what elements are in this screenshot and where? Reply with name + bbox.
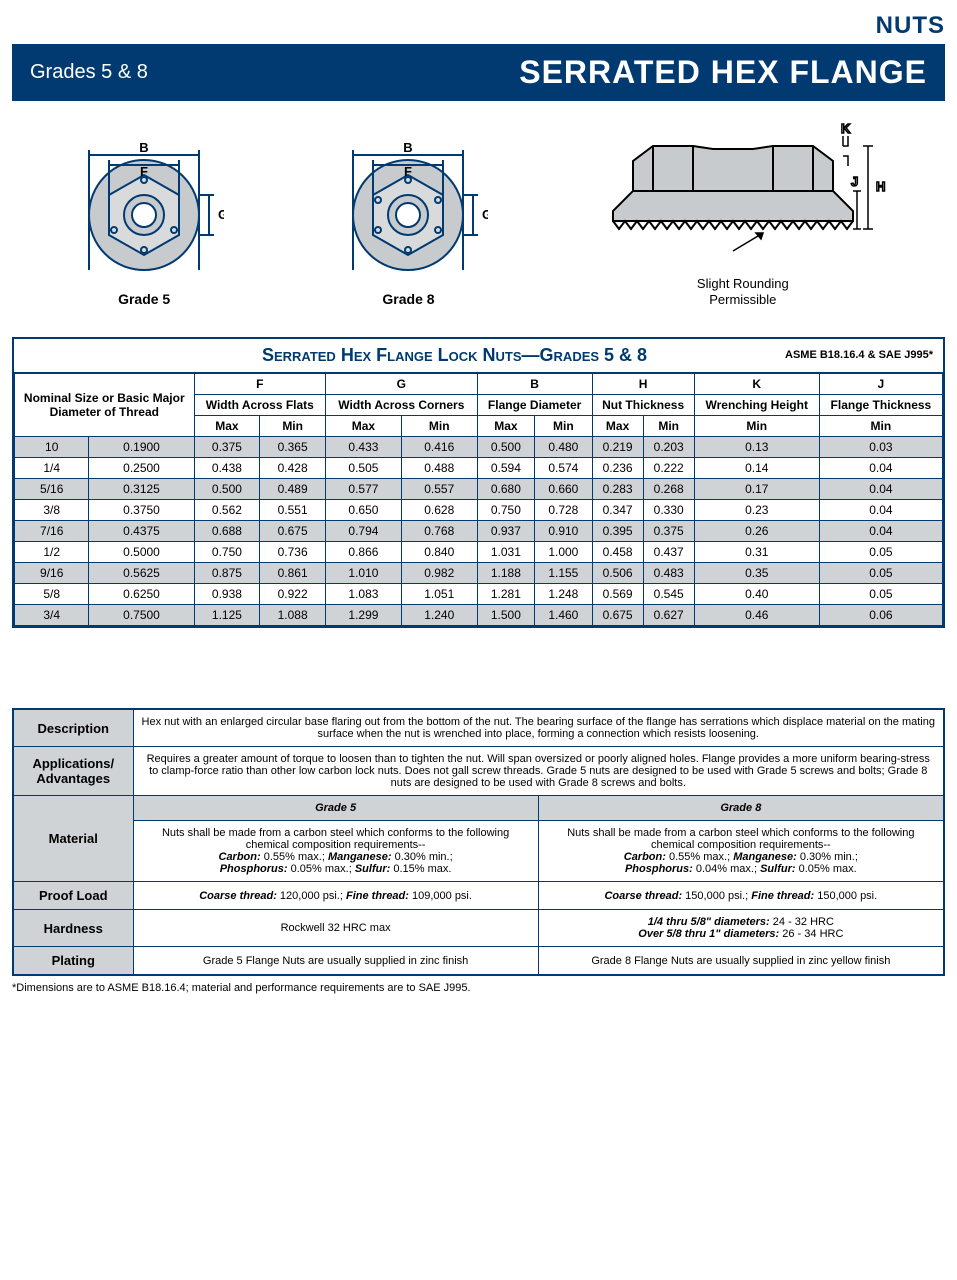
info-hardness-g5: Rockwell 32 HRC max [133, 910, 538, 947]
grades-label: Grades 5 & 8 [30, 61, 148, 84]
info-proof-g5: Coarse thread: 120,000 psi.; Fine thread… [133, 882, 538, 910]
title-bar: Grades 5 & 8 SERRATED HEX FLANGE [12, 44, 945, 101]
table-row: 7/160.43750.6880.6750.7940.7680.9370.910… [15, 521, 943, 542]
info-description-text: Hex nut with an enlarged circular base f… [133, 709, 944, 747]
spec-table-standard: ASME B18.16.4 & SAE J995* [785, 349, 933, 362]
info-material-g5: Nuts shall be made from a carbon steel w… [133, 821, 538, 882]
info-proof-g8: Coarse thread: 150,000 psi.; Fine thread… [538, 882, 944, 910]
svg-text:J: J [851, 174, 858, 189]
diagram-side: K H J Slight RoundingPermissible [593, 121, 893, 307]
spec-table-title: Serrated Hex Flange Lock Nuts—Grades 5 &… [124, 345, 785, 366]
diagram-side-note: Slight RoundingPermissible [593, 276, 893, 307]
page-title: SERRATED HEX FLANGE [519, 54, 927, 91]
info-hardness-label: Hardness [13, 910, 133, 947]
info-apps-text: Requires a greater amount of torque to l… [133, 747, 944, 796]
table-row: 5/160.31250.5000.4890.5770.5570.6800.660… [15, 479, 943, 500]
nut-top-view-g5-icon: B F G [64, 130, 224, 280]
table-row: 1/40.25000.4380.4280.5050.4880.5940.5740… [15, 458, 943, 479]
info-plating-g5: Grade 5 Flange Nuts are usually supplied… [133, 947, 538, 976]
diagram-row: B F G Grade 5 B F G Grade 8 [12, 121, 945, 307]
info-col-g5: Grade 5 [133, 796, 538, 821]
info-material-label: Material [13, 796, 133, 882]
info-material-g8: Nuts shall be made from a carbon steel w… [538, 821, 944, 882]
info-plating-label: Plating [13, 947, 133, 976]
spec-table: Nominal Size or Basic Major Diameter of … [14, 373, 943, 626]
footnote: *Dimensions are to ASME B18.16.4; materi… [12, 982, 945, 994]
info-col-g8: Grade 8 [538, 796, 944, 821]
svg-text:G: G [218, 207, 224, 222]
diagram-caption-g5: Grade 5 [64, 291, 224, 307]
diagram-grade5: B F G Grade 5 [64, 130, 224, 307]
table-row: 1/20.50000.7500.7360.8660.8401.0311.0000… [15, 542, 943, 563]
diagram-grade8: B F G Grade 8 [328, 130, 488, 307]
category-label: NUTS [12, 12, 945, 40]
info-table: Description Hex nut with an enlarged cir… [12, 708, 945, 976]
table-row: 100.19000.3750.3650.4330.4160.5000.4800.… [15, 437, 943, 458]
info-proof-label: Proof Load [13, 882, 133, 910]
nut-top-view-g8-icon: B F G [328, 130, 488, 280]
info-hardness-g8: 1/4 thru 5/8" diameters: 24 - 32 HRC Ove… [538, 910, 944, 947]
info-plating-g8: Grade 8 Flange Nuts are usually supplied… [538, 947, 944, 976]
diagram-caption-g8: Grade 8 [328, 291, 488, 307]
svg-text:H: H [876, 179, 885, 194]
svg-text:F: F [405, 164, 413, 179]
table-row: 5/80.62500.9380.9221.0831.0511.2811.2480… [15, 584, 943, 605]
nut-side-view-icon: K H J [593, 121, 893, 271]
info-description-label: Description [13, 709, 133, 747]
svg-text:K: K [841, 121, 851, 136]
svg-text:G: G [482, 207, 488, 222]
table-row: 3/80.37500.5620.5510.6500.6280.7500.7280… [15, 500, 943, 521]
spec-table-container: Serrated Hex Flange Lock Nuts—Grades 5 &… [12, 337, 945, 628]
svg-text:B: B [404, 140, 413, 155]
info-apps-label: Applications/ Advantages [13, 747, 133, 796]
table-row: 9/160.56250.8750.8611.0100.9821.1881.155… [15, 563, 943, 584]
svg-text:F: F [140, 164, 148, 179]
table-row: 3/40.75001.1251.0881.2991.2401.5001.4600… [15, 605, 943, 626]
svg-text:B: B [139, 140, 148, 155]
